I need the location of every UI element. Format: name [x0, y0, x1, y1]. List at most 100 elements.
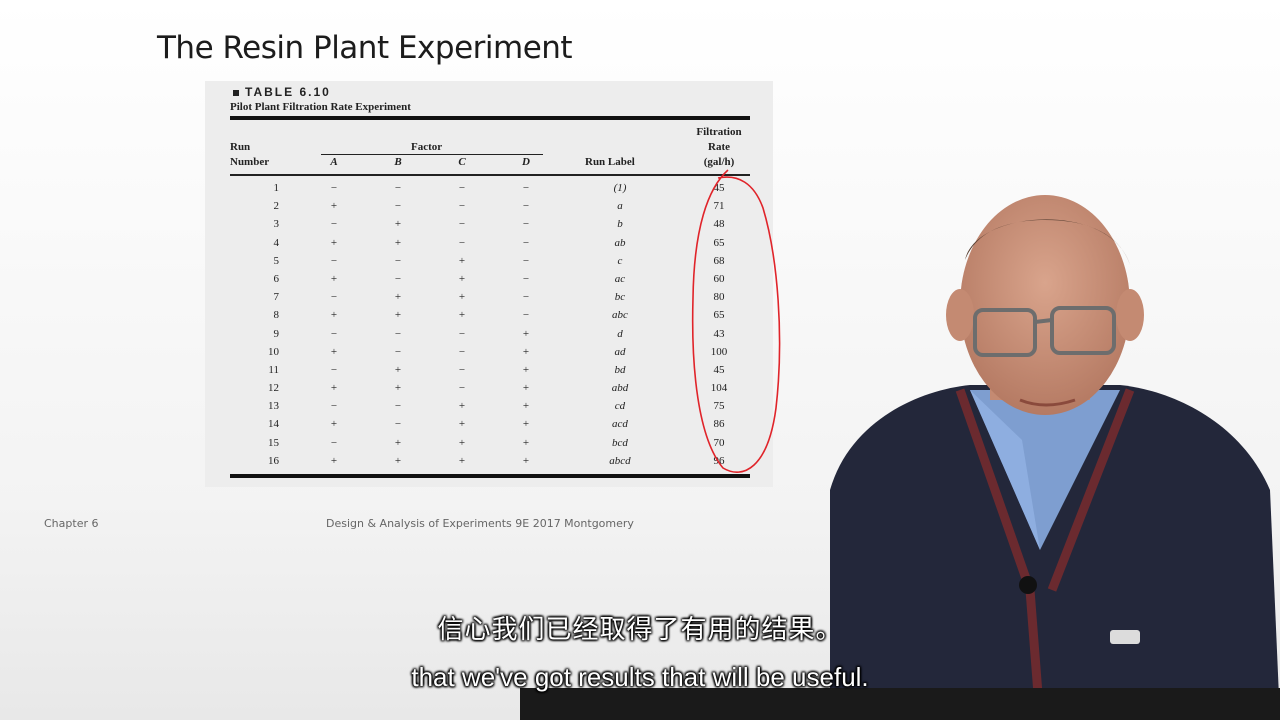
factor-c-cell: + [453, 273, 471, 285]
factor-c-cell: − [453, 328, 471, 340]
run-label-cell: c [590, 255, 650, 267]
run-number-cell: 15 [235, 437, 279, 449]
factor-d-cell: + [517, 328, 535, 340]
run-number-cell: 4 [235, 237, 279, 249]
run-label-cell: a [590, 200, 650, 212]
factor-c-cell: + [453, 400, 471, 412]
factor-b-cell: − [389, 200, 407, 212]
run-number-cell: 12 [235, 382, 279, 394]
factor-a-cell: + [325, 418, 343, 430]
header-rate-line2: Rate [689, 140, 749, 155]
run-number-cell: 8 [235, 309, 279, 321]
factor-c-cell: − [453, 382, 471, 394]
factor-d-cell: − [517, 218, 535, 230]
factor-d-cell: − [517, 237, 535, 249]
factor-d-cell: − [517, 309, 535, 321]
factor-b-cell: + [389, 309, 407, 321]
factor-d-cell: − [517, 200, 535, 212]
header-rule [230, 174, 750, 176]
header-factor: Factor [411, 140, 442, 155]
factor-a-cell: − [325, 182, 343, 194]
factor-d-cell: + [517, 382, 535, 394]
factor-d-cell: − [517, 182, 535, 194]
run-label-cell: d [590, 328, 650, 340]
subtitle-chinese: 信心我们已经取得了有用的结果。 [0, 609, 1280, 646]
factor-a-cell: − [325, 255, 343, 267]
factor-b-cell: + [389, 218, 407, 230]
factor-c-cell: − [453, 182, 471, 194]
factor-c-cell: + [453, 455, 471, 467]
factor-b-cell: − [389, 273, 407, 285]
factor-d-cell: + [517, 346, 535, 358]
factor-b-cell: + [389, 455, 407, 467]
factor-a-cell: + [325, 455, 343, 467]
run-number-cell: 5 [235, 255, 279, 267]
header-run-label: Run Label [585, 155, 635, 170]
factor-b-cell: − [389, 182, 407, 194]
factor-c-cell: − [453, 346, 471, 358]
factor-c-cell: + [453, 291, 471, 303]
factor-a-cell: − [325, 291, 343, 303]
footer-citation: Design & Analysis of Experiments 9E 2017… [326, 517, 634, 530]
run-label-cell: bd [590, 364, 650, 376]
factor-d-cell: + [517, 455, 535, 467]
slide-title: The Resin Plant Experiment [157, 30, 572, 66]
factor-a-cell: + [325, 273, 343, 285]
factor-d-cell: + [517, 364, 535, 376]
factor-a-cell: + [325, 237, 343, 249]
run-label-cell: ac [590, 273, 650, 285]
factor-c-cell: − [453, 237, 471, 249]
bottom-rule [230, 474, 750, 478]
factor-rule [321, 154, 543, 155]
factor-b-cell: + [389, 237, 407, 249]
factor-d-cell: + [517, 437, 535, 449]
run-label-cell: (1) [590, 182, 650, 194]
run-label-cell: bcd [590, 437, 650, 449]
factor-c-cell: + [453, 309, 471, 321]
factor-c-cell: + [453, 437, 471, 449]
factor-a-cell: − [325, 437, 343, 449]
factor-b-cell: − [389, 346, 407, 358]
factor-d-cell: − [517, 273, 535, 285]
factor-a-cell: − [325, 400, 343, 412]
factor-d-cell: + [517, 418, 535, 430]
run-number-cell: 2 [235, 200, 279, 212]
factor-a-cell: − [325, 328, 343, 340]
factor-a-cell: + [325, 382, 343, 394]
header-factor-c: C [453, 156, 471, 168]
run-number-cell: 13 [235, 400, 279, 412]
factor-b-cell: + [389, 382, 407, 394]
factor-a-cell: − [325, 364, 343, 376]
run-number-cell: 14 [235, 418, 279, 430]
factor-b-cell: − [389, 328, 407, 340]
run-label-cell: cd [590, 400, 650, 412]
run-number-cell: 10 [235, 346, 279, 358]
factor-b-cell: − [389, 418, 407, 430]
run-label-cell: b [590, 218, 650, 230]
factor-b-cell: − [389, 255, 407, 267]
factor-d-cell: + [517, 400, 535, 412]
factor-a-cell: + [325, 200, 343, 212]
header-factor-d: D [517, 156, 535, 168]
header-number: Number [230, 155, 269, 170]
factor-d-cell: − [517, 255, 535, 267]
run-number-cell: 7 [235, 291, 279, 303]
run-label-cell: ab [590, 237, 650, 249]
run-label-cell: bc [590, 291, 650, 303]
header-run: Run [230, 140, 250, 155]
factor-a-cell: − [325, 218, 343, 230]
run-number-cell: 1 [235, 182, 279, 194]
factor-b-cell: + [389, 364, 407, 376]
table-caption: Pilot Plant Filtration Rate Experiment [230, 101, 411, 113]
factor-c-cell: + [453, 255, 471, 267]
factor-b-cell: + [389, 437, 407, 449]
factor-b-cell: − [389, 400, 407, 412]
table-number-text: TABLE 6.10 [245, 85, 331, 99]
header-factor-a: A [325, 156, 343, 168]
run-label-cell: abd [590, 382, 650, 394]
table-number: TABLE 6.10 [233, 85, 331, 99]
run-number-cell: 3 [235, 218, 279, 230]
factor-d-cell: − [517, 291, 535, 303]
run-label-cell: ad [590, 346, 650, 358]
run-number-cell: 11 [235, 364, 279, 376]
